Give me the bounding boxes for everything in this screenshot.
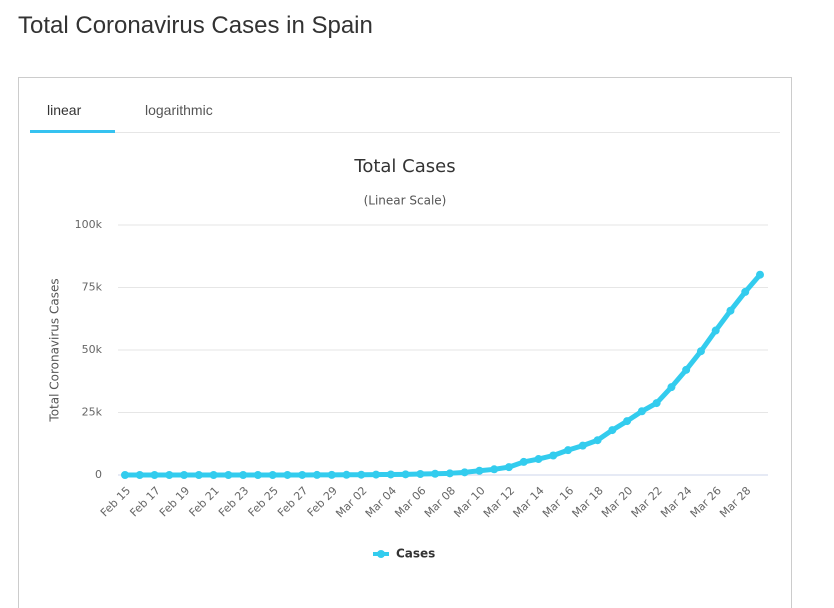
x-tick-label: Feb 19 (157, 484, 192, 519)
point (401, 470, 410, 479)
point (696, 347, 705, 356)
point (253, 470, 262, 479)
tab[interactable]: logarithmic (145, 102, 213, 118)
point (756, 270, 764, 279)
point (711, 326, 720, 335)
point (180, 470, 189, 479)
x-tick-label: Feb 15 (98, 484, 133, 519)
page-title: Total Coronavirus Cases in Spain (18, 12, 373, 39)
point (357, 470, 366, 479)
point (150, 470, 159, 479)
x-tick-label: Feb 29 (305, 484, 340, 519)
page: {"page_title": "Total Coronavirus Cases … (18, 12, 792, 608)
point (239, 470, 248, 479)
point (386, 470, 395, 479)
point (431, 469, 440, 478)
x-tick-label: Mar 08 (422, 484, 458, 520)
point (372, 470, 381, 479)
point (268, 470, 277, 479)
x-tick-label: Mar 26 (688, 484, 724, 520)
x-tick-label: Mar 18 (570, 484, 606, 520)
point (416, 470, 425, 478)
point (741, 287, 750, 296)
x-tick-label: Mar 02 (333, 484, 369, 520)
point (549, 451, 558, 460)
x-tick-label: Mar 24 (658, 484, 694, 520)
x-tick-label: Feb 27 (275, 484, 310, 519)
point (726, 306, 735, 315)
point (564, 446, 573, 455)
point (682, 365, 691, 374)
y-tick-label: 75k (82, 281, 103, 294)
x-tick-label: Mar 16 (540, 484, 576, 520)
point (652, 399, 661, 408)
x-tick-label: Feb 25 (246, 484, 281, 519)
point (165, 470, 174, 479)
y-tick-label: 25k (82, 406, 103, 419)
chart: Total Cases (Linear Scale) Total Coronav… (48, 156, 768, 561)
tabs: linear logarithmic (30, 78, 780, 133)
point (342, 470, 351, 479)
chart-subtitle: (Linear Scale) (364, 194, 447, 208)
chart-card: linear logarithmic (18, 77, 792, 608)
point (283, 470, 292, 479)
point (667, 383, 676, 392)
x-tick-label: Mar 04 (363, 484, 399, 520)
point (298, 470, 307, 479)
point (578, 441, 587, 450)
point (534, 455, 543, 464)
x-tick-label: Feb 21 (187, 484, 222, 519)
y-tick-label: 50k (82, 343, 103, 356)
point (224, 470, 233, 479)
legend-item: Cases (373, 547, 435, 561)
point (504, 463, 513, 472)
active-tab-indicator (30, 130, 115, 133)
point (194, 470, 203, 479)
x-tick-label: Mar 20 (599, 484, 635, 520)
point (475, 466, 484, 475)
point (121, 470, 129, 479)
point (327, 470, 336, 479)
tab[interactable]: linear (47, 102, 82, 118)
y-tick-label: 0 (95, 468, 102, 481)
y-axis-label: Total Coronavirus Cases (48, 278, 62, 422)
legend-label: Cases (396, 547, 435, 561)
x-tick-label: Mar 22 (629, 484, 665, 520)
point (608, 426, 617, 435)
point (135, 470, 144, 479)
point (593, 436, 602, 445)
x-tick-label: Feb 17 (127, 484, 162, 519)
x-tick-label: Mar 28 (717, 484, 753, 520)
x-tick-label: Mar 12 (481, 484, 517, 520)
x-tick-label: Mar 10 (451, 484, 487, 520)
legend-swatch (377, 550, 385, 558)
point (445, 469, 454, 478)
point (637, 407, 646, 416)
line (125, 273, 762, 478)
y-tick-label: 100k (75, 218, 103, 231)
point (209, 470, 218, 479)
point (312, 470, 321, 479)
x-tick-label: Mar 14 (510, 484, 546, 520)
point (519, 457, 528, 466)
point (490, 465, 499, 474)
x-tick-label: Mar 06 (392, 484, 428, 520)
point (460, 468, 469, 477)
chart-title: Total Cases (353, 156, 455, 177)
x-tick-label: Feb 23 (216, 484, 251, 519)
point (623, 417, 632, 426)
